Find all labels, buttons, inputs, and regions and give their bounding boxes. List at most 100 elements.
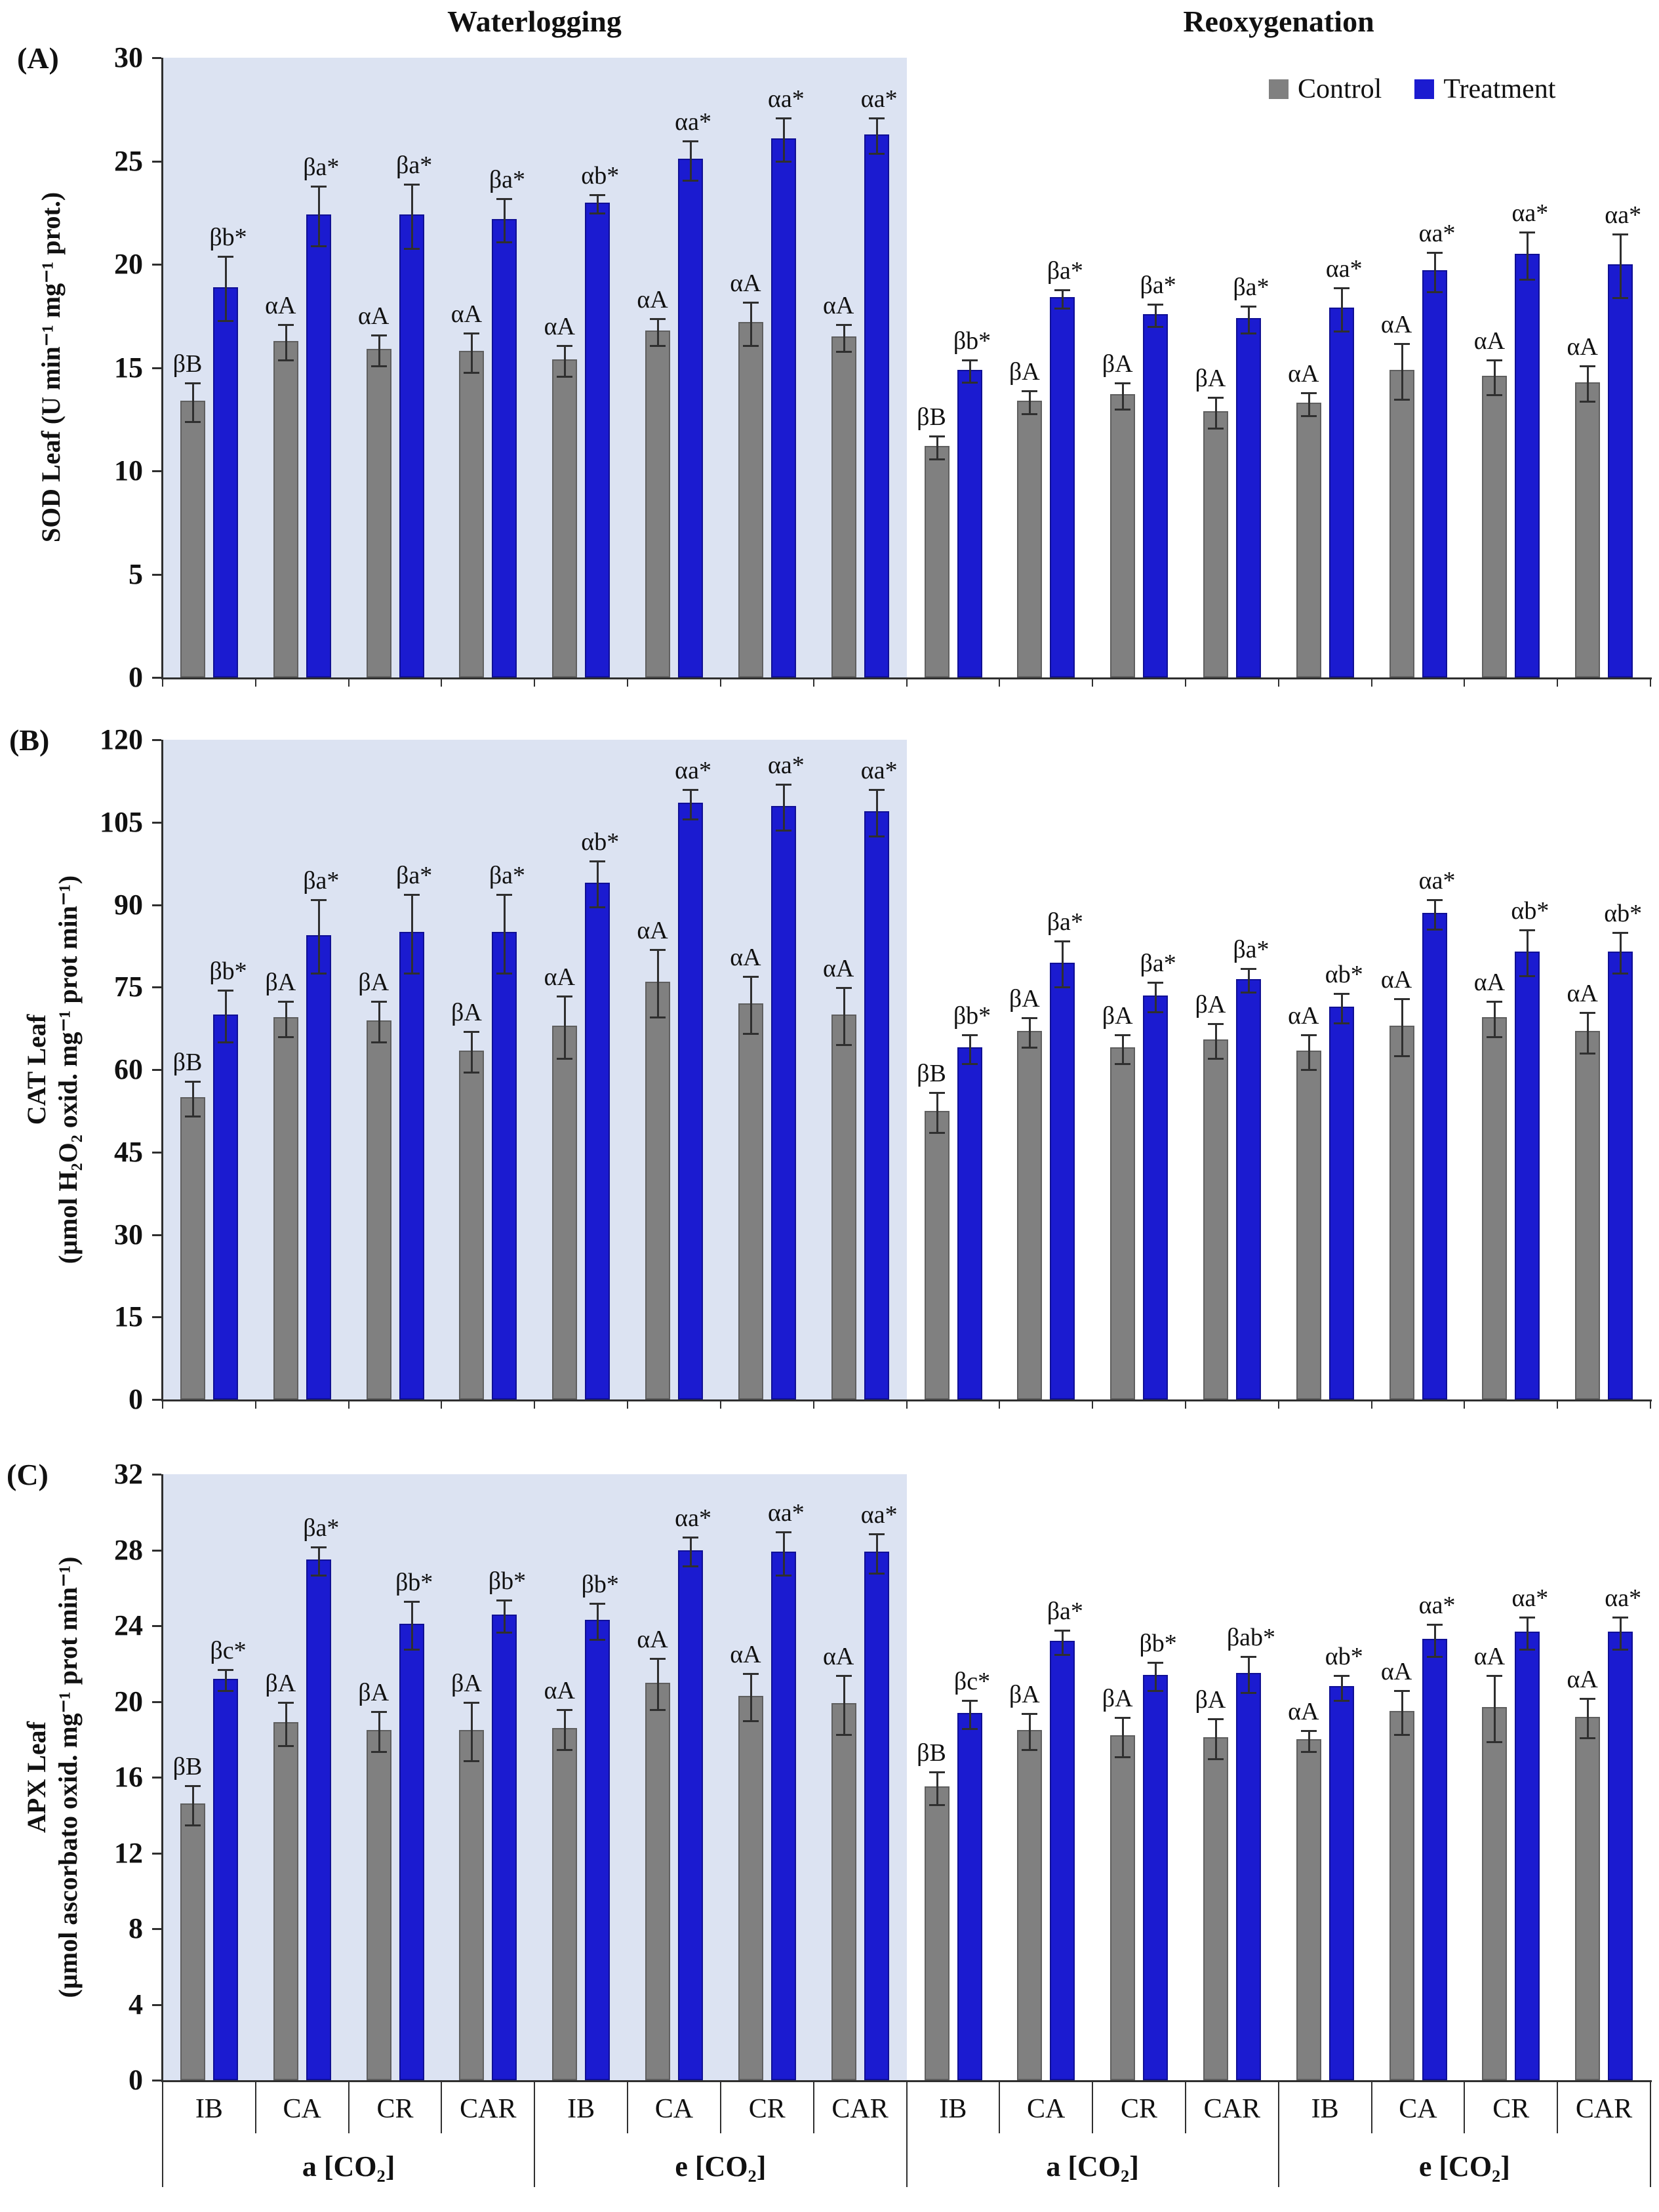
bar-control-car <box>1203 1737 1228 2080</box>
error-bar <box>185 382 201 424</box>
bar-control-car <box>459 351 485 677</box>
error-bar <box>1115 382 1131 411</box>
error-bar <box>557 344 573 378</box>
error-bar <box>1115 1716 1131 1759</box>
significance-label: αA <box>730 944 761 972</box>
y-axis-tick-label: 12 <box>114 1836 143 1869</box>
y-axis-tick <box>152 1234 161 1236</box>
y-axis-tick <box>152 821 161 824</box>
bar-control-car <box>831 336 856 677</box>
significance-label: βA <box>1102 350 1133 378</box>
significance-label: αA <box>637 285 668 313</box>
error-bar <box>590 193 606 215</box>
error-bar <box>868 789 885 837</box>
significance-label: βB <box>172 1752 203 1780</box>
significance-label: βB <box>172 1048 203 1076</box>
significance-label: βc* <box>210 1637 247 1665</box>
error-bar <box>835 324 852 353</box>
significance-label: βb* <box>209 957 247 986</box>
group-label-co2: e [CO₂] <box>675 2150 767 2182</box>
error-bar <box>775 784 791 832</box>
significance-label: αb* <box>1511 897 1549 925</box>
bar-control-car <box>1575 1031 1601 1399</box>
bar-treatment-ca <box>306 1559 331 2080</box>
category-label-car: CAR <box>1203 2094 1261 2124</box>
error-bar <box>742 301 759 347</box>
significance-label: αa* <box>860 757 898 785</box>
error-bar <box>1207 1718 1224 1761</box>
bar-control-ib <box>1296 1739 1321 2080</box>
bar-control-car <box>459 1729 485 2080</box>
y-axis-tick <box>152 904 161 906</box>
bar-treatment-cr <box>1143 1675 1169 2080</box>
bar-treatment-cr <box>1515 254 1540 677</box>
bar-treatment-cr <box>399 214 424 677</box>
category-separator <box>1557 2083 1559 2133</box>
significance-label: βA <box>1195 364 1226 392</box>
group-label-co2: a [CO₂] <box>1046 2150 1139 2182</box>
error-bar <box>1300 1034 1317 1071</box>
bar-treatment-ib <box>585 1620 610 2080</box>
bar-control-cr <box>738 322 763 677</box>
group-label-co2: a [CO₂] <box>302 2150 395 2182</box>
x-axis-tick <box>1650 1401 1651 1409</box>
legend-treatment-swatch <box>1414 79 1435 99</box>
category-label-cr: CR <box>748 2094 786 2124</box>
bar-treatment-ib <box>957 1712 982 2080</box>
bar-treatment-car <box>492 218 517 677</box>
y-axis-tick-label: 4 <box>129 1988 143 2021</box>
bar-treatment-cr <box>1515 1631 1540 2080</box>
significance-label: βA <box>1195 990 1226 1018</box>
x-axis-tick <box>719 1401 721 1409</box>
significance-label: αA <box>637 916 668 944</box>
y-axis-tick <box>152 470 161 472</box>
bar-control-car <box>1575 382 1601 677</box>
significance-label: αA <box>637 1626 668 1654</box>
significance-label: αA <box>1288 1001 1319 1030</box>
significance-label: αa* <box>675 108 711 136</box>
category-label-car: CAR <box>460 2094 517 2124</box>
significance-label: βc* <box>953 1667 991 1695</box>
significance-label: αA <box>1473 327 1506 355</box>
significance-label: αa* <box>860 85 898 113</box>
bar-treatment-ib <box>213 287 238 677</box>
significance-label: αa* <box>1511 199 1549 227</box>
error-bar <box>590 1603 606 1641</box>
x-axis-tick <box>254 1401 256 1409</box>
error-bar <box>650 1658 666 1712</box>
x-axis-tick <box>627 1401 629 1409</box>
significance-label: αA <box>544 1677 575 1705</box>
x-axis-line <box>161 2080 1652 2082</box>
error-bar <box>1487 359 1503 397</box>
bar-control-ib <box>924 446 949 677</box>
condition-title-waterlogging: Waterlogging <box>447 5 622 38</box>
y-axis-tick-label: 60 <box>114 1053 143 1085</box>
y-axis-tick <box>152 1852 161 1855</box>
significance-label: βA <box>358 1678 390 1706</box>
category-label-ib: IB <box>1311 2094 1339 2124</box>
significance-label: βab* <box>1226 1624 1276 1652</box>
error-bar <box>464 332 480 374</box>
bar-control-ca <box>1389 369 1414 677</box>
group-label-co2: e [CO₂] <box>1418 2150 1510 2182</box>
category-label-car: CAR <box>831 2094 889 2124</box>
error-bar <box>742 1673 759 1723</box>
bar-treatment-car <box>864 134 889 677</box>
significance-label: βA <box>1009 985 1040 1013</box>
x-axis-tick <box>719 679 721 687</box>
x-axis-tick <box>162 679 163 687</box>
category-separator <box>1092 2083 1094 2133</box>
bar-treatment-ib <box>585 882 610 1399</box>
category-label-cr: CR <box>1121 2094 1158 2124</box>
significance-label: βA <box>1102 1684 1133 1712</box>
category-label-cr: CR <box>1492 2094 1530 2124</box>
significance-label: βA <box>1009 1680 1040 1708</box>
error-bar <box>650 317 666 347</box>
error-bar <box>557 1709 573 1751</box>
error-bar <box>1207 1022 1224 1060</box>
error-bar <box>496 893 513 975</box>
significance-label: βb* <box>1139 1629 1177 1657</box>
legend-control-swatch <box>1269 79 1289 99</box>
bar-treatment-car <box>492 1614 517 2080</box>
panel-letter-b: (B) <box>9 723 50 757</box>
